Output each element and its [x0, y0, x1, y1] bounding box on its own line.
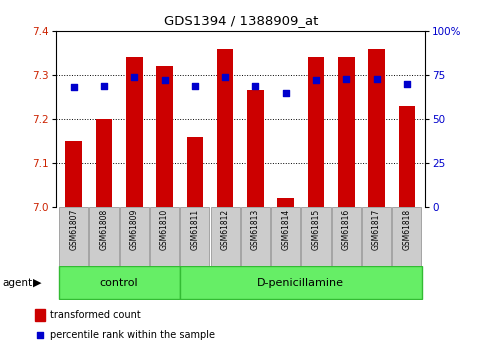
Text: GSM61812: GSM61812	[221, 209, 229, 250]
Point	[191, 83, 199, 88]
Bar	[89, 207, 118, 266]
Bar	[301, 207, 330, 266]
Text: transformed count: transformed count	[50, 310, 141, 320]
Bar	[241, 207, 270, 266]
Point	[130, 74, 138, 80]
Point	[403, 81, 411, 87]
Text: GSM61818: GSM61818	[402, 209, 412, 250]
Text: control: control	[100, 278, 139, 288]
Bar	[96, 119, 113, 207]
Bar	[126, 58, 142, 207]
Bar	[186, 137, 203, 207]
Bar	[58, 266, 180, 299]
Point	[161, 78, 169, 83]
Point	[221, 74, 229, 80]
Bar	[271, 207, 300, 266]
Bar	[217, 49, 233, 207]
Bar	[180, 207, 210, 266]
Text: GSM61813: GSM61813	[251, 209, 260, 250]
Text: GSM61816: GSM61816	[342, 209, 351, 250]
Text: GSM61817: GSM61817	[372, 209, 381, 250]
Bar	[35, 308, 45, 321]
Bar	[247, 90, 264, 207]
Bar	[150, 207, 179, 266]
Point	[373, 76, 381, 81]
Bar	[59, 207, 88, 266]
Bar	[338, 58, 355, 207]
Bar	[308, 58, 325, 207]
Point	[342, 76, 350, 81]
Text: GSM61811: GSM61811	[190, 209, 199, 250]
Bar	[362, 207, 391, 266]
Bar	[277, 198, 294, 207]
Text: GDS1394 / 1388909_at: GDS1394 / 1388909_at	[164, 14, 319, 27]
Point	[70, 85, 78, 90]
Text: GSM61809: GSM61809	[130, 209, 139, 250]
Bar	[398, 106, 415, 207]
Text: GSM61814: GSM61814	[281, 209, 290, 250]
Text: GSM61808: GSM61808	[99, 209, 109, 250]
Bar	[120, 207, 149, 266]
Text: GSM61810: GSM61810	[160, 209, 169, 250]
Text: GSM61807: GSM61807	[69, 209, 78, 250]
Point	[252, 83, 259, 88]
Point	[282, 90, 290, 96]
Bar	[156, 66, 173, 207]
Bar	[392, 207, 421, 266]
Text: GSM61815: GSM61815	[312, 209, 321, 250]
Bar	[211, 207, 240, 266]
Point	[100, 83, 108, 88]
Bar	[332, 207, 361, 266]
Text: agent: agent	[2, 278, 32, 288]
Point	[36, 332, 44, 337]
Point	[312, 78, 320, 83]
Bar	[180, 266, 422, 299]
Text: percentile rank within the sample: percentile rank within the sample	[50, 330, 215, 339]
Text: ▶: ▶	[33, 278, 42, 288]
Text: D-penicillamine: D-penicillamine	[257, 278, 344, 288]
Bar	[65, 141, 82, 207]
Bar	[368, 49, 385, 207]
